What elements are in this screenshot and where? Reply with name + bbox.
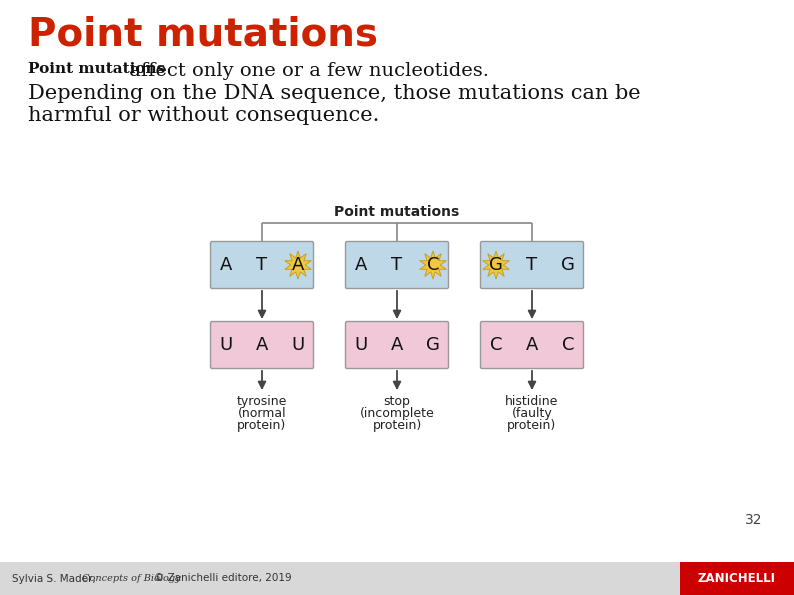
Text: C: C xyxy=(426,256,439,274)
Text: protein): protein) xyxy=(372,419,422,432)
Text: Depending on the DNA sequence, those mutations can be: Depending on the DNA sequence, those mut… xyxy=(28,84,641,103)
FancyBboxPatch shape xyxy=(345,242,449,289)
Text: tyrosine: tyrosine xyxy=(237,395,287,408)
Text: C: C xyxy=(561,336,574,354)
Bar xyxy=(0,562,794,595)
Text: U: U xyxy=(291,336,305,354)
Text: 32: 32 xyxy=(745,513,762,527)
Text: Point mutations: Point mutations xyxy=(334,205,460,219)
FancyBboxPatch shape xyxy=(480,321,584,368)
Text: A: A xyxy=(220,256,232,274)
Polygon shape xyxy=(420,251,446,279)
Text: histidine: histidine xyxy=(505,395,559,408)
Text: affect only one or a few nucleotides.: affect only one or a few nucleotides. xyxy=(123,62,489,80)
Text: ZANICHELLI: ZANICHELLI xyxy=(698,572,776,585)
Text: Concepts of Biology: Concepts of Biology xyxy=(82,574,180,583)
Polygon shape xyxy=(285,251,311,279)
Text: © Zanichelli editore, 2019: © Zanichelli editore, 2019 xyxy=(154,574,291,584)
FancyBboxPatch shape xyxy=(345,321,449,368)
Text: G: G xyxy=(561,256,575,274)
Text: A: A xyxy=(526,336,538,354)
Text: (incomplete: (incomplete xyxy=(360,407,434,420)
Text: G: G xyxy=(489,256,503,274)
Text: T: T xyxy=(391,256,403,274)
Text: (normal: (normal xyxy=(237,407,287,420)
Text: protein): protein) xyxy=(507,419,557,432)
Text: Sylvia S. Mader,: Sylvia S. Mader, xyxy=(12,574,99,584)
Text: Point mutations: Point mutations xyxy=(28,15,378,53)
Text: T: T xyxy=(256,256,268,274)
FancyBboxPatch shape xyxy=(480,242,584,289)
Text: A: A xyxy=(292,256,304,274)
Text: A: A xyxy=(256,336,268,354)
Text: G: G xyxy=(426,336,440,354)
Text: U: U xyxy=(354,336,368,354)
Text: Point mutations: Point mutations xyxy=(28,62,165,76)
Text: (faulty: (faulty xyxy=(511,407,553,420)
Text: T: T xyxy=(526,256,538,274)
FancyBboxPatch shape xyxy=(210,321,314,368)
Text: A: A xyxy=(391,336,403,354)
Text: stop: stop xyxy=(384,395,410,408)
Polygon shape xyxy=(483,251,509,279)
FancyBboxPatch shape xyxy=(210,242,314,289)
Text: U: U xyxy=(219,336,233,354)
Text: C: C xyxy=(490,336,503,354)
Text: protein): protein) xyxy=(237,419,287,432)
Bar xyxy=(680,562,794,595)
Text: A: A xyxy=(355,256,367,274)
Text: harmful or without consequence.: harmful or without consequence. xyxy=(28,106,380,125)
